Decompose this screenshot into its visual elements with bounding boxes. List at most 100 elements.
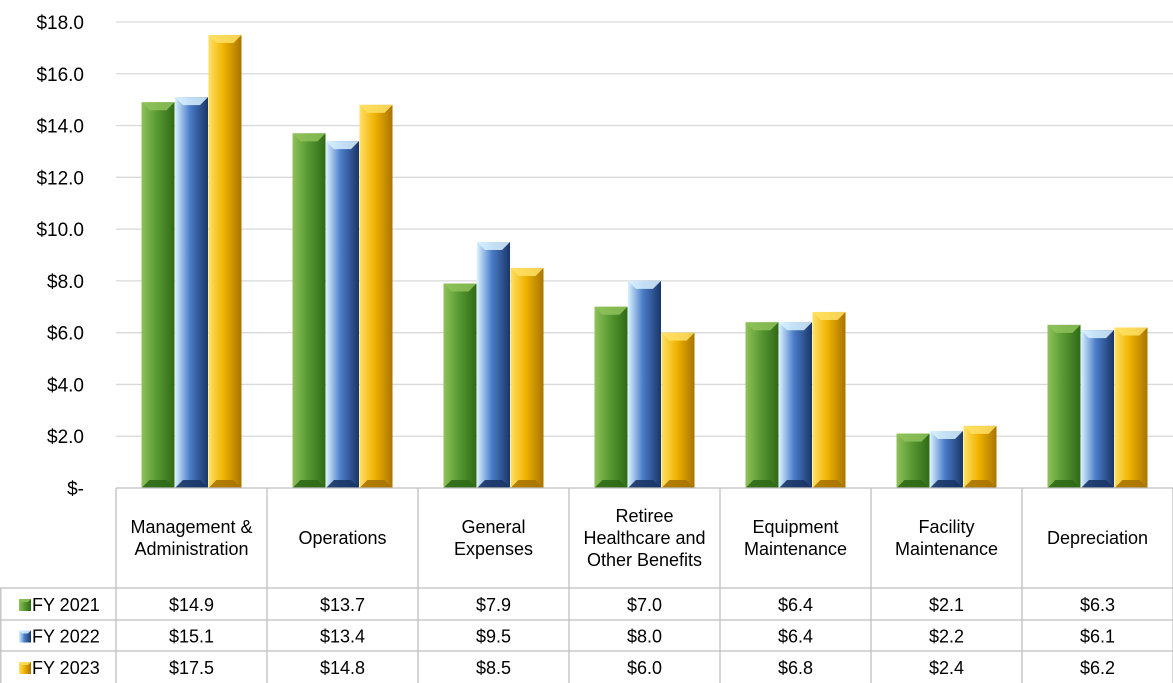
category-label: Maintenance <box>895 539 998 559</box>
bar <box>930 431 963 488</box>
bar-body <box>661 332 695 488</box>
bar-bevel-top <box>963 425 997 434</box>
category-label: Maintenance <box>744 539 847 559</box>
bar-bevel-bottom <box>594 480 628 488</box>
bar-body <box>628 280 661 488</box>
y-tick-label: $16.0 <box>36 65 84 86</box>
bar-bevel-top <box>175 97 208 106</box>
bar <box>359 104 393 488</box>
y-tick-label: $12.0 <box>36 168 84 189</box>
bar <box>477 242 510 488</box>
table-cell-value: $15.1 <box>169 627 214 647</box>
bar-bevel-top <box>779 322 812 331</box>
bar-bevel-top <box>141 102 175 111</box>
bar-bevel-top <box>745 322 779 331</box>
y-tick-label: $- <box>67 479 84 500</box>
table-cell-value: $6.1 <box>1080 627 1115 647</box>
category-label: Other Benefits <box>587 550 702 570</box>
bar-bevel-bottom <box>510 480 544 488</box>
bar-bevel-bottom <box>628 480 661 488</box>
bar-bevel-top <box>628 280 661 289</box>
bar-bevel-top <box>812 311 846 320</box>
category-label: Operations <box>298 528 386 548</box>
table-cell-value: $17.5 <box>169 658 214 678</box>
bar <box>208 34 242 488</box>
bar <box>594 306 628 488</box>
bar-bevel-top <box>208 34 242 43</box>
category-label: Retiree <box>615 506 673 526</box>
bar-body <box>1114 327 1148 488</box>
category-label: Equipment <box>752 517 838 537</box>
bar-bevel-top <box>896 433 930 442</box>
bar-body <box>963 425 997 488</box>
bar-body <box>1081 330 1114 488</box>
table-cell-value: $7.9 <box>476 595 511 615</box>
y-tick-label: $10.0 <box>36 220 84 241</box>
bar-bevel-bottom <box>896 480 930 488</box>
bar-body <box>326 141 359 489</box>
bar-bevel-top <box>1081 330 1114 339</box>
bar-bevel-bottom <box>477 480 510 488</box>
table-cell-value: $2.4 <box>929 658 964 678</box>
bar <box>510 267 544 488</box>
table-cell-value: $14.9 <box>169 595 214 615</box>
bar-bevel-top <box>443 283 477 292</box>
legend-series-label: FY 2023 <box>32 658 100 678</box>
legend-key-bevel <box>19 630 31 634</box>
category-label: General <box>461 517 525 537</box>
bar-bevel-bottom <box>208 480 242 488</box>
bar-bevel-bottom <box>359 480 393 488</box>
bar-bevel-top <box>292 133 326 142</box>
category-label: Administration <box>134 539 248 559</box>
bar <box>745 322 779 488</box>
legend-series-label: FY 2022 <box>32 627 100 647</box>
bar-body <box>510 267 544 488</box>
bar-bevel-top <box>1047 324 1081 333</box>
bar-body <box>745 322 779 488</box>
bar-bevel-top <box>594 306 628 315</box>
bar <box>1114 327 1148 488</box>
bar-bevel-bottom <box>1114 480 1148 488</box>
bar <box>292 133 326 489</box>
legend-key-bevel <box>19 662 31 665</box>
table-cell-value: $6.4 <box>778 595 813 615</box>
bar-body <box>292 133 326 489</box>
bar-bevel-bottom <box>930 480 963 488</box>
y-tick-label: $4.0 <box>47 375 84 396</box>
bar-bevel-bottom <box>141 480 175 488</box>
bar-bevel-top <box>1114 327 1148 336</box>
legend-key-bevel <box>19 599 31 602</box>
bars <box>141 34 1148 489</box>
gridlines <box>116 21 1173 437</box>
bar-body <box>359 104 393 488</box>
bar <box>1047 324 1081 488</box>
bar-bevel-bottom <box>745 480 779 488</box>
bar-bevel-bottom <box>963 480 997 488</box>
bar <box>326 141 359 489</box>
bar-bevel-top <box>510 267 544 276</box>
table-cell-value: $2.2 <box>929 627 964 647</box>
bar-body <box>896 433 930 488</box>
bar <box>812 311 846 488</box>
table-cell-value: $8.5 <box>476 658 511 678</box>
table-cell-value: $6.3 <box>1080 595 1115 615</box>
bar-bevel-top <box>661 332 695 341</box>
y-tick-label: $14.0 <box>36 117 84 138</box>
data-table: Management &Administration Operations Gene… <box>0 487 1173 683</box>
bar-body <box>930 431 963 488</box>
y-tick-label: $18.0 <box>36 13 84 34</box>
table-cell-value: $13.4 <box>320 627 365 647</box>
bar-body <box>208 34 242 488</box>
y-tick-label: $2.0 <box>47 427 84 448</box>
bar-bevel-top <box>326 141 359 150</box>
table-cell-value: $2.1 <box>929 595 964 615</box>
category-label: Depreciation <box>1047 528 1148 548</box>
bar <box>896 433 930 488</box>
category-label: Facility <box>918 517 974 537</box>
table-cell-value: $6.4 <box>778 627 813 647</box>
y-axis-tick-labels: $- $2.0 $4.0 $6.0 $8.0 $10.0 $12.0 $14.0 $16.0 $1… <box>36 13 84 500</box>
bar <box>443 283 477 488</box>
legend-series-label: FY 2021 <box>32 595 100 615</box>
category-label: Healthcare and <box>583 528 705 548</box>
